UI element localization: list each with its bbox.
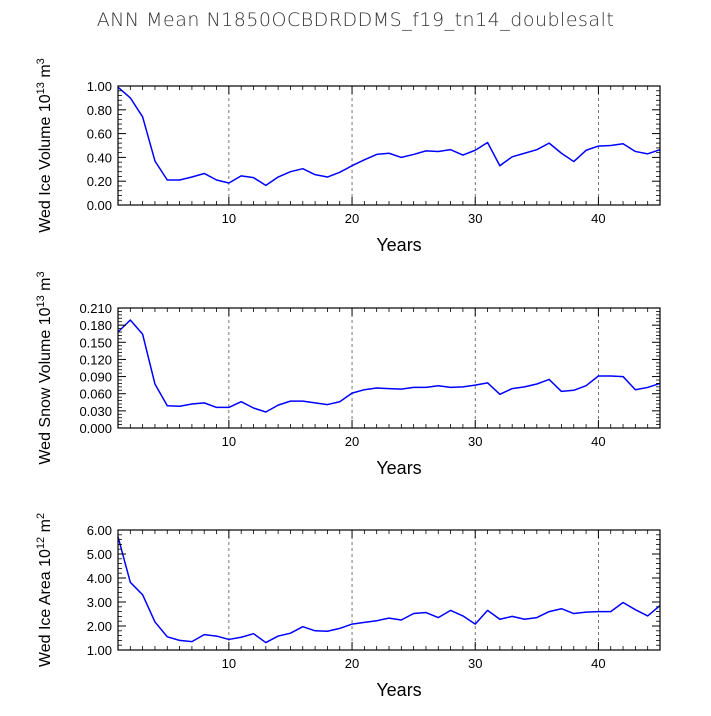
chart-panel-3: 10 20 30 40 1.00 2.00 3.00 4.00 5.00 6.00 Years Wed… — [35, 513, 661, 700]
x-axis-label: Years — [376, 458, 421, 478]
series-line — [117, 86, 661, 187]
x-tick-label-40: 40 — [591, 434, 605, 449]
x-tick-label-10: 10 — [222, 211, 236, 226]
x-axis-label: Years — [376, 680, 421, 700]
x-tick-label-30: 30 — [468, 434, 482, 449]
x-tick-label-40: 40 — [591, 211, 605, 226]
plot-frame — [117, 85, 661, 206]
series-line — [117, 536, 661, 644]
y-tick-label: 0.80 — [87, 103, 112, 118]
page-title: ANN Mean N1850OCBDRDDMS_f19_tn14_doubles… — [96, 9, 615, 31]
x-tick-label-30: 30 — [468, 211, 482, 226]
y-tick-label: 5.00 — [87, 547, 112, 562]
x-axis-label: Years — [376, 235, 421, 255]
y-tick-label: 0.060 — [79, 387, 112, 402]
y-axis-label: Wed Snow Volume 1013 m3 — [35, 271, 54, 464]
y-tick-label: 2.00 — [87, 619, 112, 634]
y-tick-label: 0.00 — [87, 198, 112, 213]
plot-frame — [117, 529, 661, 651]
y-axis-label: Wed Ice Area 1012 m2 — [35, 513, 54, 667]
x-tick-label-20: 20 — [345, 211, 359, 226]
y-tick-label: 3.00 — [87, 595, 112, 610]
x-tick-label-20: 20 — [345, 656, 359, 671]
series-line — [117, 319, 661, 413]
y-tick-label: 0.030 — [79, 404, 112, 419]
y-tick-label: 0.090 — [79, 370, 112, 385]
y-tick-label: 4.00 — [87, 571, 112, 586]
x-tick-label-10: 10 — [222, 656, 236, 671]
chart-panel-2: 10 20 30 40 0.000 0.030 0.060 0.090 0.120 0.150 0.… — [35, 271, 661, 478]
y-tick-label: 1.00 — [87, 79, 112, 94]
y-tick-label: 0.60 — [87, 127, 112, 142]
y-axis-label: Wed Ice Volume 1013 m3 — [35, 58, 54, 233]
x-tick-label-40: 40 — [591, 656, 605, 671]
y-tick-label: 0.20 — [87, 174, 112, 189]
y-tick-label: 1.00 — [87, 643, 112, 658]
y-tick-label: 0.210 — [79, 301, 112, 316]
y-tick-label: 0.40 — [87, 150, 112, 165]
y-tick-label: 6.00 — [87, 523, 112, 538]
x-tick-label-30: 30 — [468, 656, 482, 671]
y-tick-label: 0.120 — [79, 352, 112, 367]
x-tick-label-20: 20 — [345, 434, 359, 449]
y-tick-label: 0.180 — [79, 318, 112, 333]
plot-frame — [117, 307, 661, 429]
y-tick-label: 0.150 — [79, 335, 112, 350]
chart-panel-1: 10 20 30 40 0.00 0.20 0.40 0.60 0.80 1.00 Years Wed… — [35, 58, 661, 255]
y-tick-label: 0.000 — [79, 421, 112, 436]
x-tick-label-10: 10 — [222, 434, 236, 449]
